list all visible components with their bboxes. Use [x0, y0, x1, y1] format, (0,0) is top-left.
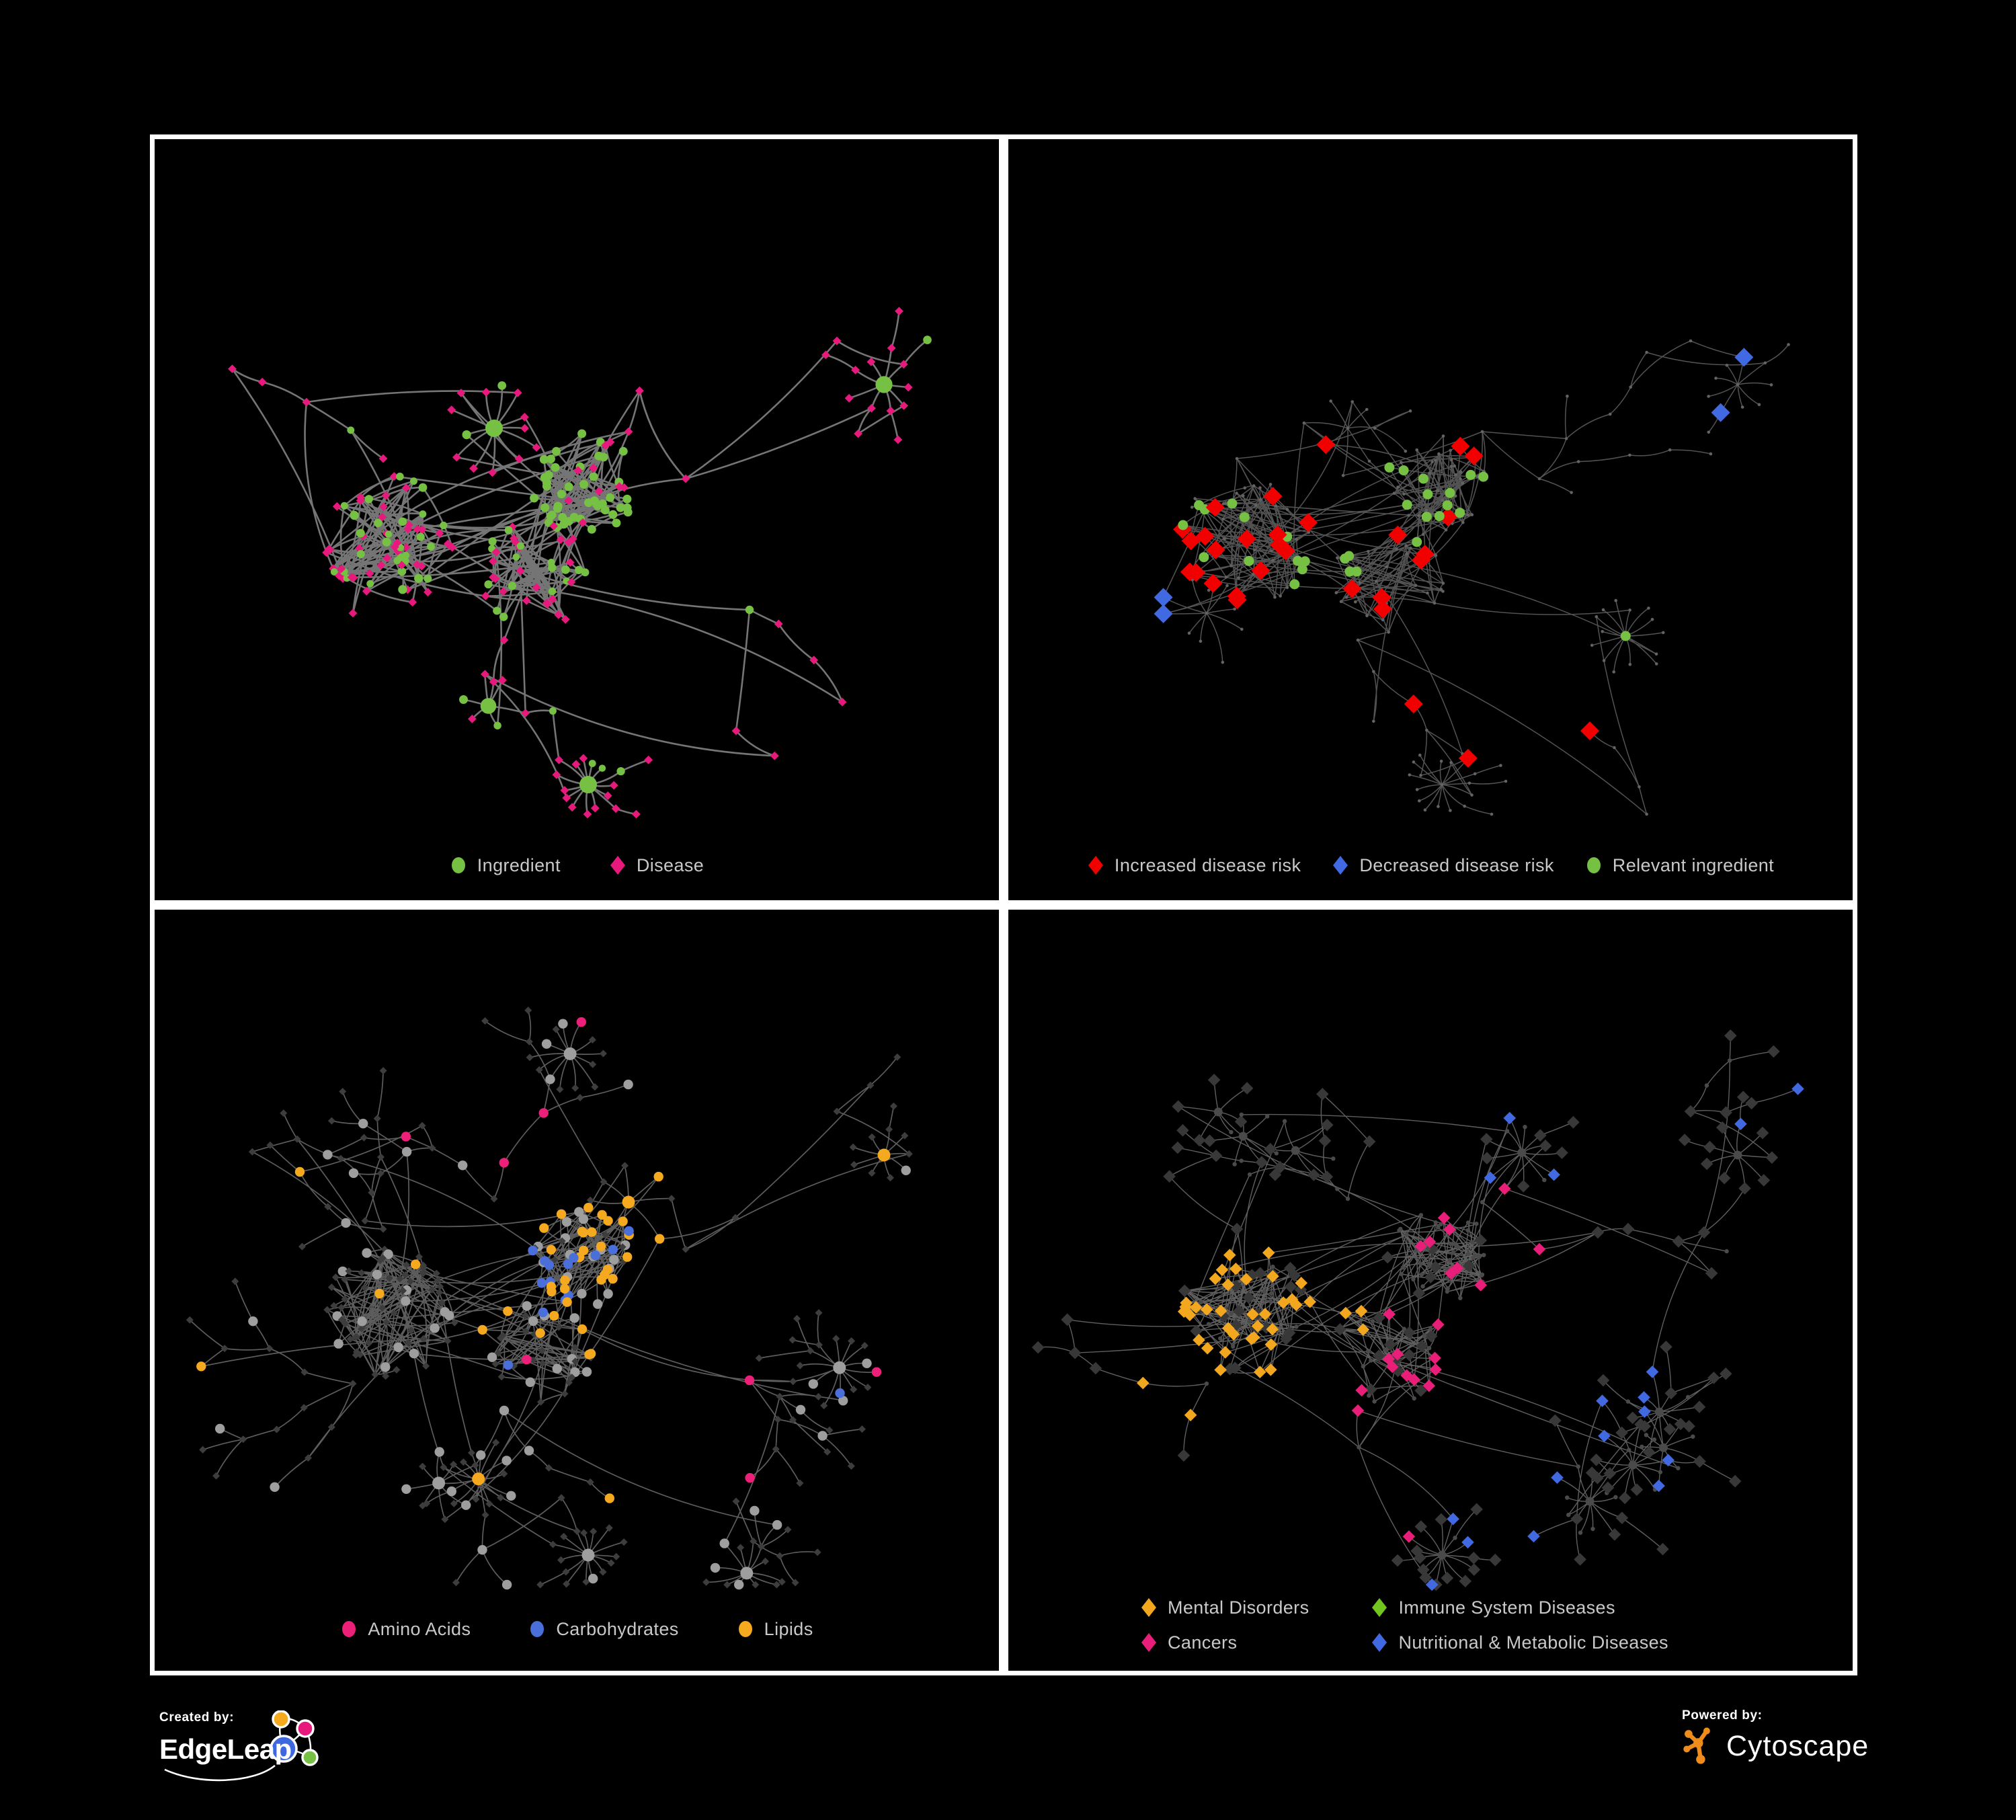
- ingredient-class-network-diagram: [186, 1006, 913, 1590]
- panel-disease-classes: Mental Disorders Immune System Diseases …: [1004, 905, 1857, 1675]
- legend-item-mental-disorders: Mental Disorders: [1140, 1597, 1309, 1618]
- legend-label: Disease: [636, 855, 704, 875]
- legend-item-immune-system-diseases: Immune System Diseases: [1371, 1597, 1668, 1618]
- panel-ingredient-disease: Ingredient Disease: [150, 134, 1004, 905]
- legend-label: Nutritional & Metabolic Diseases: [1398, 1632, 1668, 1653]
- increased-risk-diamond-icon: [1088, 856, 1103, 875]
- cytoscape-credit: Powered by: Cytoscape: [1682, 1708, 1964, 1789]
- immune-diseases-diamond-icon: [1372, 1598, 1387, 1617]
- panel-disease-risk: Increased disease risk Decreased disease…: [1004, 134, 1857, 905]
- cytoscape-wordmark: Cytoscape: [1726, 1729, 1869, 1762]
- legend-label: Mental Disorders: [1168, 1597, 1309, 1618]
- ingredient-circle-icon: [451, 857, 465, 873]
- legend-item-ingredient: Ingredient: [450, 855, 561, 876]
- legend-item-increased-risk: Increased disease risk: [1087, 855, 1301, 876]
- legend-item-lipids: Lipids: [737, 1618, 813, 1640]
- disease-risk-network-diagram: [1154, 339, 1790, 816]
- legend-label: Immune System Diseases: [1398, 1597, 1615, 1618]
- legend-label: Carbohydrates: [556, 1619, 679, 1639]
- legend-item-relevant-ingredient: Relevant ingredient: [1585, 855, 1774, 876]
- disease-diamond-icon: [610, 856, 625, 875]
- legend-label: Decreased disease risk: [1359, 855, 1554, 875]
- relevant-ingredient-circle-icon: [1586, 857, 1601, 873]
- legend-item-disease: Disease: [609, 855, 704, 876]
- created-by-label: Created by:: [159, 1710, 235, 1725]
- legend-item-nutritional-metabolic-diseases: Nutritional & Metabolic Diseases: [1371, 1632, 1668, 1653]
- powered-by-label: Powered by:: [1682, 1708, 1763, 1723]
- ingredient-disease-network-diagram: [228, 307, 932, 819]
- carbohydrates-circle-icon: [530, 1621, 545, 1637]
- cancers-diamond-icon: [1141, 1633, 1156, 1652]
- disease-class-network-diagram: [1031, 1029, 1804, 1591]
- legend-item-cancers: Cancers: [1140, 1632, 1309, 1653]
- legend-label: Lipids: [764, 1619, 813, 1639]
- edgeleap-wordmark: EdgeLeap: [159, 1733, 292, 1765]
- legend-label: Relevant ingredient: [1612, 855, 1775, 875]
- legend-ingredient-disease: Ingredient Disease: [155, 855, 999, 876]
- edgeleap-credit: Created by: EdgeLeap: [159, 1710, 415, 1818]
- legend-disease-classes: Mental Disorders Immune System Diseases …: [1140, 1597, 1668, 1653]
- legend-label: Increased disease risk: [1114, 855, 1301, 875]
- cytoscape-logo-icon: [1683, 1727, 1710, 1764]
- panel-ingredient-classes: Amino Acids Carbohydrates Lipids: [150, 905, 1004, 1675]
- legend-label: Ingredient: [477, 855, 561, 875]
- legend-item-carbohydrates: Carbohydrates: [528, 1618, 678, 1640]
- legend-item-amino-acids: Amino Acids: [340, 1618, 471, 1640]
- legend-label: Amino Acids: [368, 1619, 471, 1639]
- legend-label: Cancers: [1168, 1632, 1238, 1653]
- mental-disorders-diamond-icon: [1141, 1598, 1156, 1617]
- panel-grid: Ingredient Disease Increased disease ris…: [150, 134, 1857, 1675]
- legend-item-decreased-risk: Decreased disease risk: [1332, 855, 1554, 876]
- amino-acids-circle-icon: [342, 1621, 356, 1637]
- decreased-risk-diamond-icon: [1333, 856, 1348, 875]
- nutritional-metabolic-diamond-icon: [1372, 1633, 1387, 1652]
- legend-ingredient-classes: Amino Acids Carbohydrates Lipids: [155, 1618, 999, 1640]
- legend-disease-risk: Increased disease risk Decreased disease…: [1008, 855, 1853, 876]
- edgeleap-logo-icon: [164, 1710, 319, 1782]
- lipids-circle-icon: [738, 1621, 752, 1637]
